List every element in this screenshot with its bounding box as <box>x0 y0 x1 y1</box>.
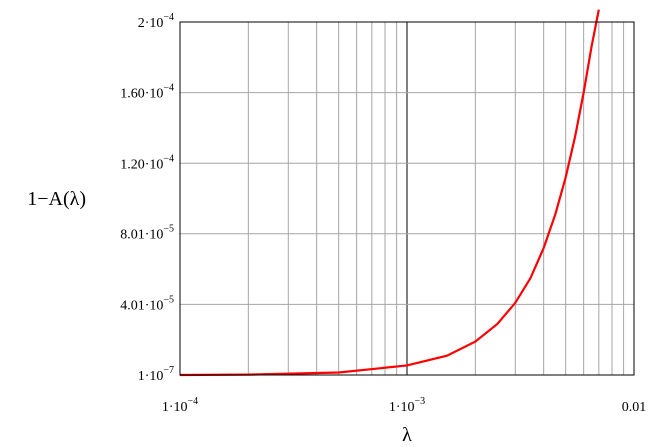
y-tick-labels: 1·10−7 4.01·10−5 8.01·10−5 1.20·10−4 1.60·10… <box>120 12 174 384</box>
plot-border <box>179 21 635 376</box>
x-tick-label: 1·10−4 <box>162 396 198 415</box>
x-tick-label: 0.01 <box>622 400 647 415</box>
y-tick-label: 8.01·10−5 <box>120 224 174 243</box>
series-line <box>179 9 600 377</box>
grid <box>180 22 634 375</box>
y-tick-label: 1.20·10−4 <box>120 153 174 172</box>
y-tick-label: 4.01·10−5 <box>120 294 174 313</box>
x-tick-label: 1·10−3 <box>389 396 425 415</box>
y-tick-label: 1.60·10−4 <box>120 83 174 102</box>
x-axis-label: λ <box>402 424 412 446</box>
y-axis-label: 1−A(λ) <box>27 188 86 210</box>
y-tick-label: 2·10−4 <box>138 12 174 31</box>
x-tick-labels: 1·10−4 1·10−3 0.01 <box>162 396 646 415</box>
y-tick-label: 1·10−7 <box>138 365 174 384</box>
